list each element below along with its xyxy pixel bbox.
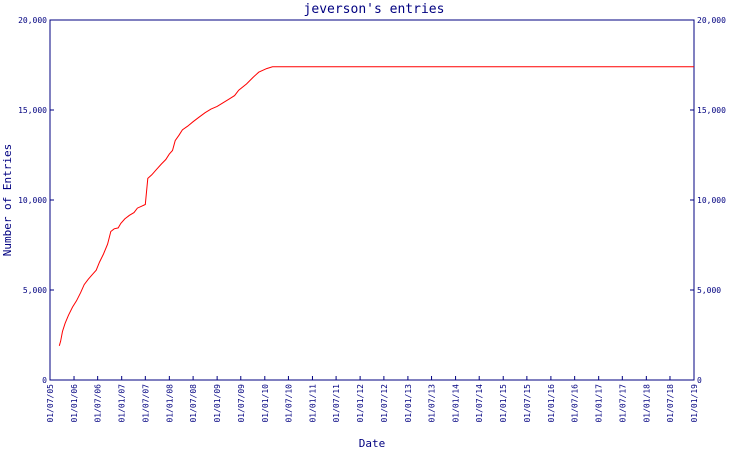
y-tick-label-left: 15,000 (18, 106, 47, 115)
x-tick-label: 01/01/06 (70, 384, 79, 423)
x-tick-label: 01/01/17 (595, 384, 604, 423)
x-tick-label: 01/01/19 (690, 384, 699, 423)
y-tick-label-left: 10,000 (18, 196, 47, 205)
x-tick-label: 01/01/14 (452, 384, 461, 423)
y-axis-label: Number of Entries (1, 144, 14, 257)
x-tick-label: 01/01/12 (356, 384, 365, 423)
y-tick-label-right: 15,000 (697, 106, 726, 115)
x-tick-label: 01/07/16 (571, 384, 580, 423)
x-tick-label: 01/01/10 (261, 384, 270, 423)
x-tick-label: 01/01/08 (165, 384, 174, 423)
x-tick-label: 01/07/08 (189, 384, 198, 423)
y-tick-label-right: 20,000 (697, 16, 726, 25)
x-tick-label: 01/01/15 (499, 384, 508, 423)
y-axis-right: 0 5,000 10,000 15,000 20,000 (690, 16, 726, 385)
y-tick-label-left: 0 (42, 376, 47, 385)
x-tick-label: 01/07/09 (237, 384, 246, 423)
y-tick-label-right: 5,000 (697, 286, 721, 295)
series-line (58, 66, 694, 346)
y-tick-label-right: 10,000 (697, 196, 726, 205)
x-tick-label: 01/07/15 (523, 384, 532, 423)
x-tick-label: 01/01/07 (118, 384, 127, 423)
x-tick-label: 01/07/12 (380, 384, 389, 423)
x-axis-label: Date (359, 437, 386, 450)
chart-title: jeverson's entries (304, 2, 445, 17)
y-tick-label-left: 20,000 (18, 16, 47, 25)
x-tick-label: 01/07/10 (284, 384, 293, 423)
y-tick-label-left: 5,000 (23, 286, 47, 295)
plot-frame (49, 19, 695, 381)
x-tick-label: 01/07/11 (332, 384, 341, 423)
x-tick-label: 01/07/17 (618, 384, 627, 423)
x-tick-label: 01/01/11 (308, 384, 317, 423)
x-axis: 01/07/05 01/01/06 01/07/06 01/01/07 01/07/07… (46, 376, 699, 423)
y-tick-label-right: 0 (697, 376, 702, 385)
x-tick-label: 01/01/09 (213, 384, 222, 423)
x-tick-label: 01/07/05 (46, 384, 55, 423)
x-tick-label: 01/07/14 (475, 384, 484, 423)
x-tick-label: 01/01/16 (547, 384, 556, 423)
x-tick-label: 01/07/06 (94, 384, 103, 423)
x-tick-label: 01/01/13 (404, 384, 413, 423)
y-axis-left: 0 5,000 10,000 15,000 20,000 (18, 16, 54, 385)
x-tick-label: 01/01/18 (642, 384, 651, 423)
x-tick-label: 01/07/18 (666, 384, 675, 423)
x-tick-label: 01/07/07 (141, 384, 150, 423)
x-tick-label: 01/07/13 (428, 384, 437, 423)
